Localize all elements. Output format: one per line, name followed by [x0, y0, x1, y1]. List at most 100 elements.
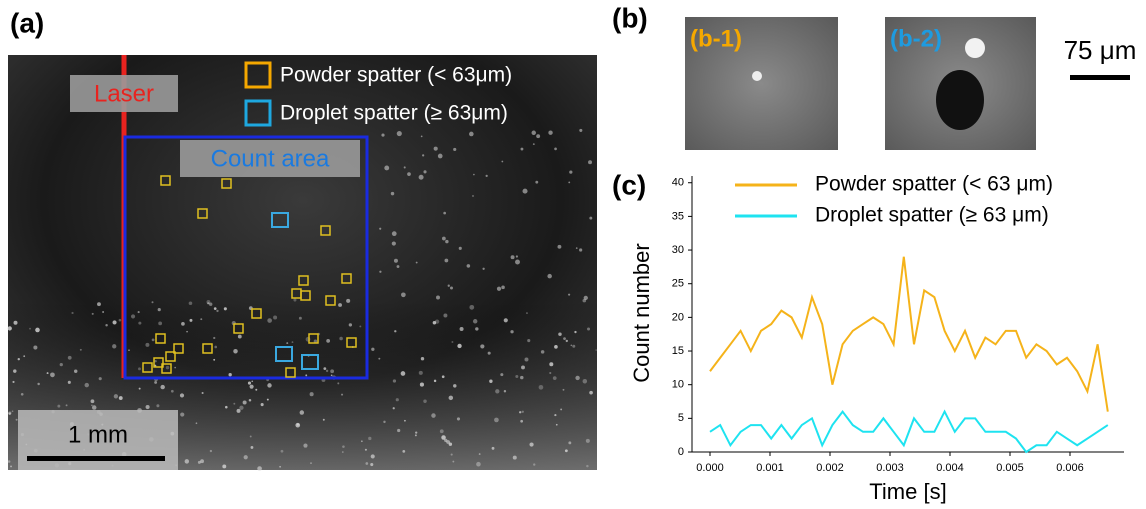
texture: [469, 305, 474, 310]
texture: [37, 383, 39, 385]
legend-text: Powder spatter (< 63 μm): [815, 173, 1053, 196]
texture: [568, 441, 571, 444]
texture: [145, 343, 149, 347]
texture: [472, 195, 474, 197]
texture: [495, 389, 499, 393]
texture: [202, 392, 204, 394]
x-tick-label: 0.002: [816, 462, 844, 474]
texture: [416, 262, 418, 264]
texture: [370, 463, 373, 466]
texture: [152, 338, 155, 341]
texture: [548, 131, 552, 135]
texture: [68, 381, 71, 384]
texture: [381, 133, 384, 136]
texture: [310, 392, 314, 396]
texture: [248, 382, 251, 385]
texture: [579, 129, 582, 132]
texture: [189, 319, 192, 322]
texture: [533, 143, 535, 145]
texture: [295, 423, 300, 428]
texture: [85, 383, 89, 387]
texture: [451, 341, 453, 343]
texture: [267, 399, 269, 401]
texture: [511, 255, 515, 259]
texture: [326, 339, 330, 343]
texture: [299, 317, 302, 320]
texture: [404, 166, 406, 168]
count-area-label: Count area: [211, 145, 330, 172]
texture: [154, 381, 157, 384]
y-tick-label: 10: [672, 379, 684, 391]
texture: [469, 132, 474, 137]
texture: [237, 409, 241, 413]
texture: [112, 344, 116, 348]
texture: [401, 371, 406, 376]
texture: [419, 175, 424, 180]
y-axis-label: Count number: [629, 243, 654, 382]
texture: [213, 337, 215, 339]
x-tick-label: 0.001: [756, 462, 784, 474]
texture: [554, 345, 558, 349]
texture: [225, 406, 228, 409]
texture: [494, 418, 499, 423]
texture: [91, 404, 93, 406]
legend-text: Droplet spatter (≥ 63 μm): [815, 204, 1049, 227]
texture: [500, 373, 503, 376]
texture: [575, 376, 579, 380]
texture: [18, 358, 20, 360]
texture: [423, 170, 426, 173]
scale-bar: [1070, 75, 1130, 80]
texture: [267, 383, 271, 387]
spatter: [752, 71, 762, 81]
texture: [520, 376, 523, 379]
texture: [293, 298, 296, 301]
texture: [563, 389, 565, 391]
texture: [359, 325, 361, 327]
texture: [250, 385, 254, 389]
texture: [154, 360, 156, 362]
y-tick-label: 5: [678, 412, 684, 424]
texture: [286, 342, 288, 344]
texture: [12, 410, 14, 412]
legend-text: Droplet spatter (≥ 63μm): [280, 102, 508, 125]
x-tick-label: 0.004: [936, 462, 964, 474]
texture: [171, 390, 174, 393]
texture: [349, 323, 352, 326]
texture: [479, 453, 481, 455]
texture: [303, 444, 307, 448]
texture: [422, 154, 424, 156]
texture: [57, 405, 60, 408]
texture: [214, 346, 217, 349]
texture: [431, 413, 436, 418]
texture: [97, 302, 101, 306]
texture: [152, 301, 154, 303]
texture: [442, 375, 445, 378]
x-tick-label: 0.005: [996, 462, 1024, 474]
texture: [571, 345, 573, 347]
texture: [13, 369, 16, 372]
texture: [434, 147, 438, 151]
texture: [482, 268, 484, 270]
texture: [558, 332, 561, 335]
texture: [423, 399, 426, 402]
texture: [213, 359, 215, 361]
texture: [436, 296, 440, 300]
texture: [393, 407, 395, 409]
texture: [473, 174, 475, 176]
texture: [504, 390, 506, 392]
texture: [378, 358, 380, 360]
y-tick-label: 30: [672, 244, 684, 256]
texture: [99, 377, 102, 380]
texture: [128, 349, 130, 351]
texture: [549, 362, 553, 366]
texture: [521, 365, 525, 369]
texture: [102, 311, 104, 313]
texture: [475, 327, 478, 330]
texture: [434, 380, 436, 382]
texture: [379, 271, 381, 273]
x-tick-label: 0.003: [876, 462, 904, 474]
texture: [119, 319, 122, 322]
texture: [92, 405, 97, 410]
texture: [180, 413, 184, 417]
texture: [420, 383, 424, 387]
